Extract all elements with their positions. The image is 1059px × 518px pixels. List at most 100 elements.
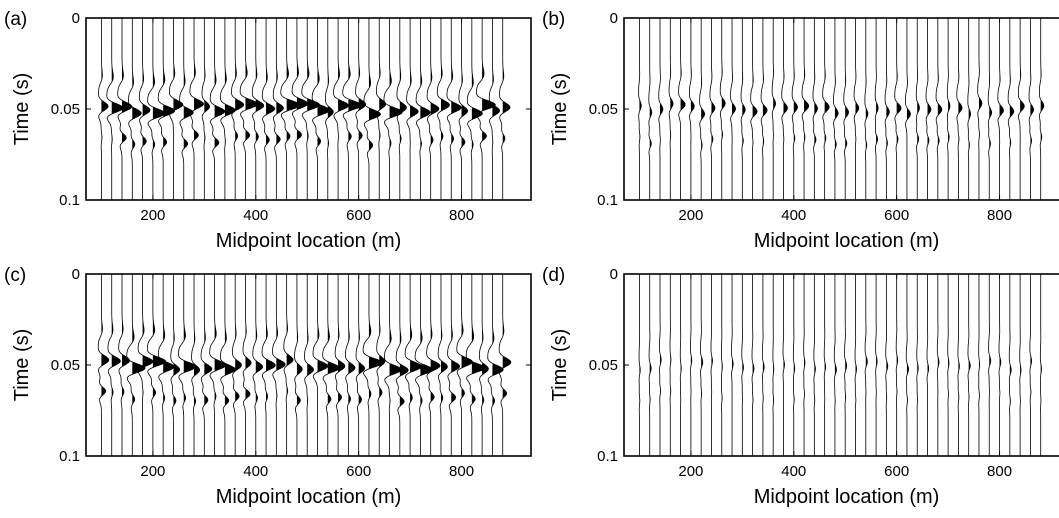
trace [312,274,329,456]
trace-fill [649,334,652,404]
trace [376,274,386,456]
trace [905,274,909,456]
trace-fill [163,324,175,404]
trace-group [97,274,512,456]
trace [977,18,983,200]
trace [854,274,857,456]
trace-fill [163,68,175,148]
trace-fill [152,318,166,398]
trace-fill [224,326,236,406]
x-axis-label: Midpoint location (m) [754,486,940,508]
trace [925,18,932,200]
trace-fill [492,68,500,147]
trace-fill [440,325,448,404]
trace [761,274,765,456]
trace [781,18,788,200]
trace-fill [461,69,468,148]
trace-fill [276,322,286,401]
trace [363,18,381,200]
trace-fill [152,69,165,150]
trace-fill [194,61,204,141]
y-axis-label: Time (s) [549,329,571,402]
trace [895,274,899,456]
trace [107,274,121,456]
trace [874,18,879,200]
trace-fill [660,71,663,144]
trace [147,18,166,200]
trace [823,274,826,456]
trace [997,18,1004,200]
trace [1028,18,1034,200]
trace-fill [142,319,153,397]
trace-fill [492,326,504,406]
trace [232,274,242,456]
trace [415,18,431,200]
trace [458,18,469,200]
trace [117,18,133,200]
trace-fill [701,327,703,398]
trace [219,274,236,456]
trace [128,18,142,200]
trace [864,18,869,200]
trace-fill [502,66,511,144]
trace-fill [804,66,809,142]
trace-fill [101,65,109,142]
trace-fill [317,67,330,147]
trace-fill [896,68,902,145]
trace [200,274,213,456]
trace [280,18,301,200]
trace-fill [701,75,705,150]
trace [294,274,303,456]
y-tick-label: 0.05 [51,357,80,374]
trace [272,274,286,456]
trace [170,274,181,456]
x-tick-label: 800 [449,463,474,480]
trace-fill [814,69,818,145]
trace [638,274,641,456]
y-tick-label: 0 [610,10,618,27]
trace [822,18,830,200]
trace-fill [968,331,971,401]
trace-fill [649,76,652,150]
trace-fill [101,318,109,397]
y-tick-label: 0.05 [589,357,618,374]
trace [678,18,686,200]
trace-fill [410,324,422,404]
trace [792,274,796,456]
trace-fill [927,70,931,146]
trace-fill [958,68,963,144]
trace-fill [266,323,276,402]
trace [978,274,980,456]
trace [658,18,664,200]
trace-fill [1040,67,1044,142]
trace-fill [834,74,839,150]
panel-a: 200 400 600 800 0 0.05 0.1 Midpoint location (m… [4,9,532,252]
trace [648,18,653,200]
trace [700,274,704,456]
trace-fill [855,69,859,143]
trace [709,18,716,200]
trace-fill [721,64,726,140]
trace-fill [482,61,496,142]
panel-label: (c) [4,265,26,286]
trace [967,274,971,456]
trace-fill [358,327,365,406]
trace-fill [1009,336,1012,406]
trace-fill [173,328,180,406]
trace-fill [142,68,151,147]
trace [967,18,971,200]
trace-group [638,274,1042,456]
trace [251,18,265,200]
axes-frame [623,273,1059,457]
trace-fill [183,70,194,150]
trace [772,274,775,456]
trace [1019,274,1022,456]
y-tick-label: 0.1 [597,192,618,209]
x-tick-label: 600 [884,207,909,224]
x-tick-label: 400 [781,463,806,480]
trace [935,18,943,200]
trace [488,18,501,200]
trace-fill [989,75,992,150]
trace [998,274,1002,456]
trace [396,18,407,200]
